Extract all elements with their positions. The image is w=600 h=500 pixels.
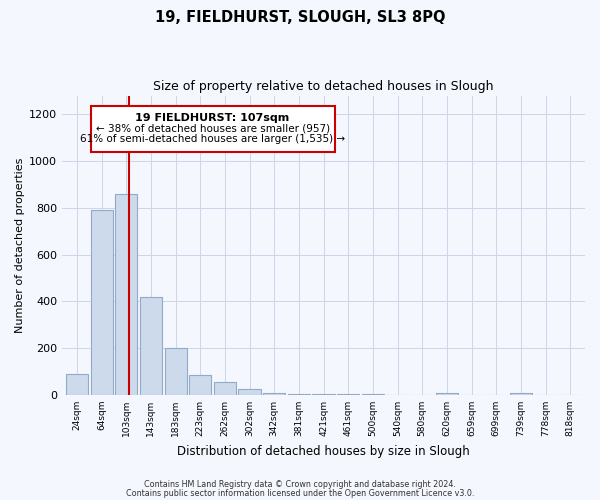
Title: Size of property relative to detached houses in Slough: Size of property relative to detached ho… (154, 80, 494, 93)
Y-axis label: Number of detached properties: Number of detached properties (15, 158, 25, 333)
Bar (263, 392, 286, 395)
Bar (238, 389, 260, 395)
Text: ← 38% of detached houses are smaller (957): ← 38% of detached houses are smaller (95… (95, 124, 329, 134)
Text: 19 FIELDHURST: 107sqm: 19 FIELDHURST: 107sqm (136, 112, 290, 122)
Bar (66, 374, 88, 395)
X-axis label: Distribution of detached houses by size in Slough: Distribution of detached houses by size … (177, 444, 470, 458)
Text: 19, FIELDHURST, SLOUGH, SL3 8PQ: 19, FIELDHURST, SLOUGH, SL3 8PQ (155, 10, 445, 25)
Bar (288, 394, 310, 395)
Bar (115, 194, 137, 395)
Bar (189, 375, 211, 395)
Text: 61% of semi-detached houses are larger (1,535) →: 61% of semi-detached houses are larger (… (80, 134, 345, 143)
Bar (91, 210, 113, 395)
Bar (140, 296, 162, 395)
Bar (436, 392, 458, 395)
Text: Contains public sector information licensed under the Open Government Licence v3: Contains public sector information licen… (126, 488, 474, 498)
Bar (510, 392, 532, 395)
FancyBboxPatch shape (91, 106, 335, 152)
Bar (214, 382, 236, 395)
Bar (164, 348, 187, 395)
Text: Contains HM Land Registry data © Crown copyright and database right 2024.: Contains HM Land Registry data © Crown c… (144, 480, 456, 489)
